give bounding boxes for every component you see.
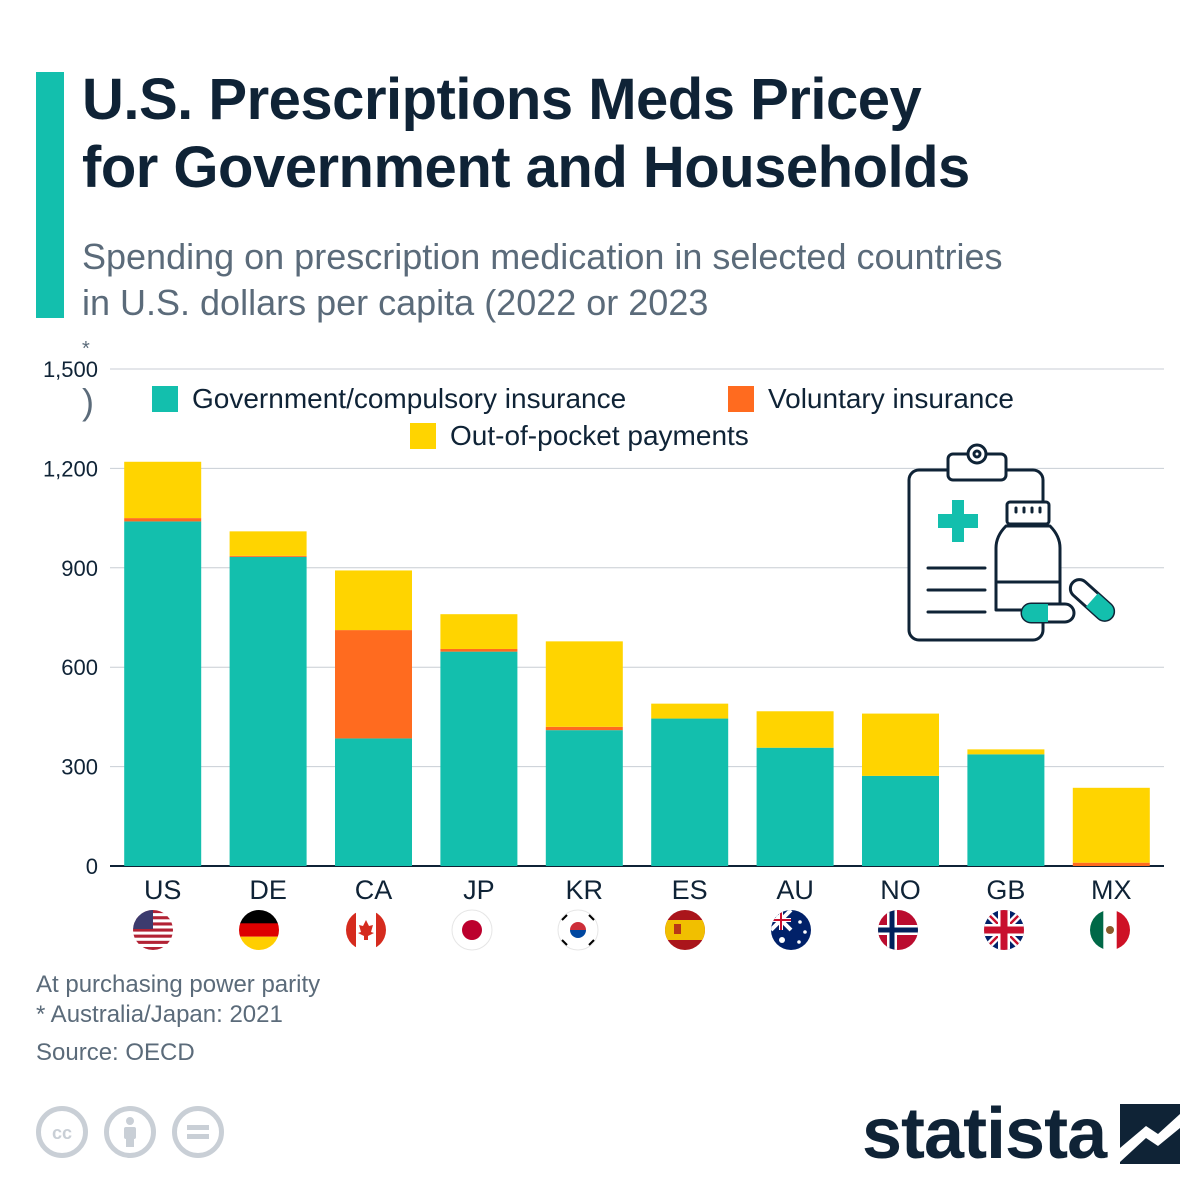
bar-kr-voluntary [545, 726, 623, 731]
x-tick-label: AU [776, 875, 814, 905]
bar-jp-out-of-pocket [440, 614, 518, 649]
x-tick-label: MX [1091, 875, 1132, 905]
chart-title: U.S. Prescriptions Meds Pricey for Gover… [82, 66, 1182, 202]
x-tick-label: CA [355, 875, 393, 905]
bar-es-government [651, 718, 729, 866]
y-tick-label: 600 [61, 655, 98, 680]
x-tick-label: DE [249, 875, 287, 905]
chart-legend: Government/compulsory insurance Voluntar… [152, 383, 1014, 451]
flag-es-icon [665, 910, 705, 950]
bar-us-government [124, 521, 202, 866]
flag-no-icon [878, 910, 918, 950]
flag-us-icon [133, 910, 173, 950]
flag-de-icon [239, 910, 279, 950]
x-tick-label: ES [672, 875, 708, 905]
x-tick-label: KR [566, 875, 604, 905]
flag-kr-icon [557, 909, 599, 951]
subtitle-close: ) [82, 381, 94, 422]
license-icons: cc [36, 1106, 224, 1158]
y-tick-label: 900 [61, 556, 98, 581]
y-tick-label: 1,500 [43, 357, 98, 382]
y-axis-ticks: 0 300 600 900 1,200 1,500 [43, 357, 98, 879]
title-line-1: U.S. Prescriptions Meds Pricey [82, 67, 922, 132]
country-flags [133, 909, 1130, 951]
bar-ca-out-of-pocket [335, 570, 412, 631]
x-tick-label: US [144, 875, 182, 905]
flag-au-icon [771, 910, 811, 950]
brand-name: statista [862, 1094, 1107, 1174]
subtitle-asterisk: * [82, 338, 90, 360]
subtitle-line-2-wrap: in U.S. dollars per capita (2022 or 2023… [82, 280, 1182, 425]
statista-logo[interactable]: statista [862, 1094, 1181, 1174]
bar-de-voluntary [229, 555, 307, 557]
medication-clipboard-icon [907, 443, 1116, 642]
x-tick-label: NO [880, 875, 921, 905]
bar-au-out-of-pocket [756, 711, 834, 748]
x-tick-label: GB [986, 875, 1025, 905]
legend-swatch-government [152, 386, 178, 412]
cc-icon[interactable]: cc [36, 1106, 88, 1158]
bar-au-government [756, 747, 834, 866]
y-tick-label: 1,200 [43, 456, 98, 481]
note-years: * Australia/Japan: 2021 [36, 1001, 283, 1028]
bar-jp-voluntary [440, 648, 518, 652]
bar-us-voluntary [124, 518, 202, 522]
chart-subtitle: Spending on prescription medication in s… [82, 234, 1182, 425]
y-tick-label: 300 [61, 755, 98, 780]
x-tick-label: JP [463, 875, 495, 905]
legend-label-voluntary: Voluntary insurance [768, 383, 1014, 414]
legend-swatch-voluntary [728, 386, 754, 412]
bar-jp-government [440, 651, 518, 866]
bar-ca-government [335, 738, 412, 866]
title-line-2: for Government and Households [82, 135, 970, 200]
x-axis-labels: US DE CA JP KR ES AU NO GB MX [144, 875, 1132, 905]
flag-ca-icon [346, 910, 386, 950]
bar-no-government [862, 775, 939, 866]
legend-label-out-of-pocket: Out-of-pocket payments [450, 420, 749, 451]
flag-jp-icon [451, 909, 493, 951]
subtitle-line-2: in U.S. dollars per capita (2022 or 2023 [82, 282, 709, 323]
flag-mx-icon [1090, 910, 1130, 950]
legend-label-government: Government/compulsory insurance [192, 383, 626, 414]
bar-us-out-of-pocket [124, 461, 202, 519]
bar-es-out-of-pocket [651, 703, 729, 719]
bar-kr-out-of-pocket [545, 641, 623, 727]
flag-gb-icon [984, 910, 1024, 950]
footer-notes: At purchasing power parity * Australia/J… [36, 970, 320, 1068]
note-ppp: At purchasing power parity [36, 971, 321, 998]
bars [124, 461, 1150, 866]
source-text: Source: OECD [36, 1039, 195, 1066]
y-tick-label: 0 [86, 854, 98, 879]
bar-kr-government [545, 730, 623, 866]
title-accent-bar [36, 72, 64, 318]
bar-ca-voluntary [335, 630, 412, 739]
bar-no-out-of-pocket [862, 713, 939, 776]
bar-gb-government [967, 754, 1045, 866]
bar-mx-voluntary [1072, 862, 1150, 866]
statista-logo-icon [1120, 1104, 1181, 1164]
attribution-icon[interactable] [104, 1106, 156, 1158]
bar-de-government [229, 556, 307, 866]
svg-text:cc: cc [52, 1123, 72, 1143]
bar-de-out-of-pocket [229, 531, 307, 556]
legend-swatch-out-of-pocket [410, 423, 436, 449]
bar-mx-out-of-pocket [1072, 787, 1150, 863]
no-derivatives-icon[interactable] [172, 1106, 224, 1158]
bar-gb-out-of-pocket [967, 749, 1045, 755]
stacked-bar-chart: 0 300 600 900 1,200 1,500 US DE CA JP KR ES AU NO GB M… [43, 357, 1164, 951]
subtitle-line-1: Spending on prescription medication in s… [82, 236, 1003, 277]
